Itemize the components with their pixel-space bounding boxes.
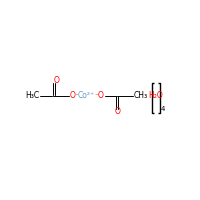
- Text: O⁻: O⁻: [70, 91, 80, 100]
- Text: O: O: [115, 107, 121, 116]
- Text: H₂O: H₂O: [149, 91, 163, 100]
- Text: O: O: [54, 76, 60, 85]
- Text: ⁻O: ⁻O: [94, 91, 104, 100]
- Text: CH₃: CH₃: [134, 91, 148, 100]
- Text: 4: 4: [161, 106, 165, 112]
- Text: Co²⁺: Co²⁺: [78, 91, 95, 100]
- Text: H₃C: H₃C: [26, 91, 40, 100]
